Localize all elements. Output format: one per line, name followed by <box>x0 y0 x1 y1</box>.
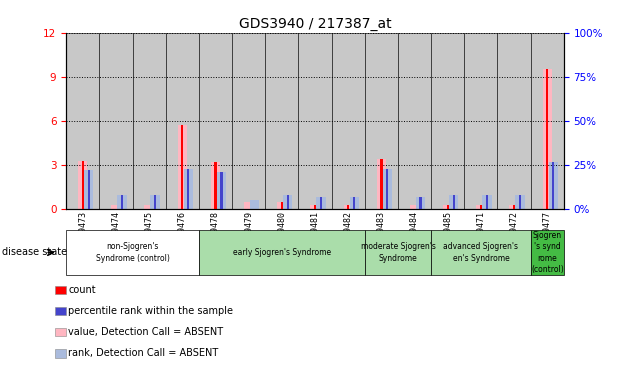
Bar <box>112 205 120 209</box>
Bar <box>350 197 359 209</box>
Bar <box>353 197 355 209</box>
Text: moderate Sjogren's
Syndrome: moderate Sjogren's Syndrome <box>360 242 435 263</box>
Bar <box>530 33 564 209</box>
Bar <box>546 70 549 209</box>
Bar <box>280 202 283 209</box>
Bar <box>132 33 166 209</box>
Bar <box>513 205 515 209</box>
Bar <box>443 205 452 209</box>
Text: advanced Sjogren's
en's Syndrome: advanced Sjogren's en's Syndrome <box>444 242 518 263</box>
Bar <box>151 195 160 209</box>
Bar <box>486 195 488 209</box>
Bar <box>78 161 88 209</box>
Bar <box>431 33 464 209</box>
Bar <box>510 205 518 209</box>
Bar <box>519 195 521 209</box>
Bar <box>482 195 491 209</box>
Bar <box>181 126 183 209</box>
Bar <box>214 162 217 209</box>
Bar <box>199 33 232 209</box>
Bar <box>121 195 123 209</box>
Bar <box>117 195 127 209</box>
Bar <box>377 159 386 209</box>
Bar <box>320 197 322 209</box>
Bar <box>250 200 260 209</box>
Bar <box>447 205 449 209</box>
Bar <box>277 202 287 209</box>
Bar <box>542 70 552 209</box>
Bar <box>452 195 455 209</box>
Bar <box>211 162 220 209</box>
Bar <box>217 172 226 209</box>
Bar <box>144 205 154 209</box>
Bar <box>316 197 326 209</box>
Text: disease state: disease state <box>2 247 67 258</box>
Text: percentile rank within the sample: percentile rank within the sample <box>68 306 233 316</box>
Bar <box>314 205 316 209</box>
Bar <box>81 161 84 209</box>
Bar <box>154 195 156 209</box>
Bar <box>343 205 353 209</box>
Bar <box>331 33 365 209</box>
Bar <box>84 170 93 209</box>
Bar <box>552 162 554 209</box>
Bar <box>449 195 459 209</box>
Bar <box>386 169 389 209</box>
Text: count: count <box>68 285 96 295</box>
Text: GDS3940 / 217387_at: GDS3940 / 217387_at <box>239 17 391 31</box>
Bar <box>287 195 289 209</box>
Bar <box>88 170 90 209</box>
Bar <box>299 33 331 209</box>
Bar <box>382 169 392 209</box>
Bar <box>311 205 319 209</box>
Bar <box>498 33 530 209</box>
Bar <box>166 33 199 209</box>
Bar <box>220 172 222 209</box>
Bar <box>265 33 299 209</box>
Bar <box>380 159 382 209</box>
Bar <box>187 169 190 209</box>
Bar <box>410 205 419 209</box>
Bar <box>476 205 486 209</box>
Text: rank, Detection Call = ABSENT: rank, Detection Call = ABSENT <box>68 348 218 358</box>
Bar <box>464 33 498 209</box>
Bar <box>365 33 398 209</box>
Bar <box>347 205 350 209</box>
Bar <box>479 205 482 209</box>
Bar <box>420 197 421 209</box>
Bar <box>549 162 558 209</box>
Bar <box>416 197 425 209</box>
Bar <box>283 195 292 209</box>
Bar <box>183 169 193 209</box>
Text: early Sjogren's Syndrome: early Sjogren's Syndrome <box>232 248 331 257</box>
Bar <box>515 195 525 209</box>
Bar <box>66 33 100 209</box>
Text: Sjogren
's synd
rome
(control): Sjogren 's synd rome (control) <box>531 231 564 274</box>
Bar <box>178 126 187 209</box>
Bar <box>244 202 253 209</box>
Bar <box>100 33 132 209</box>
Bar <box>232 33 265 209</box>
Text: value, Detection Call = ABSENT: value, Detection Call = ABSENT <box>68 327 223 337</box>
Text: non-Sjogren's
Syndrome (control): non-Sjogren's Syndrome (control) <box>96 242 169 263</box>
Bar <box>398 33 431 209</box>
